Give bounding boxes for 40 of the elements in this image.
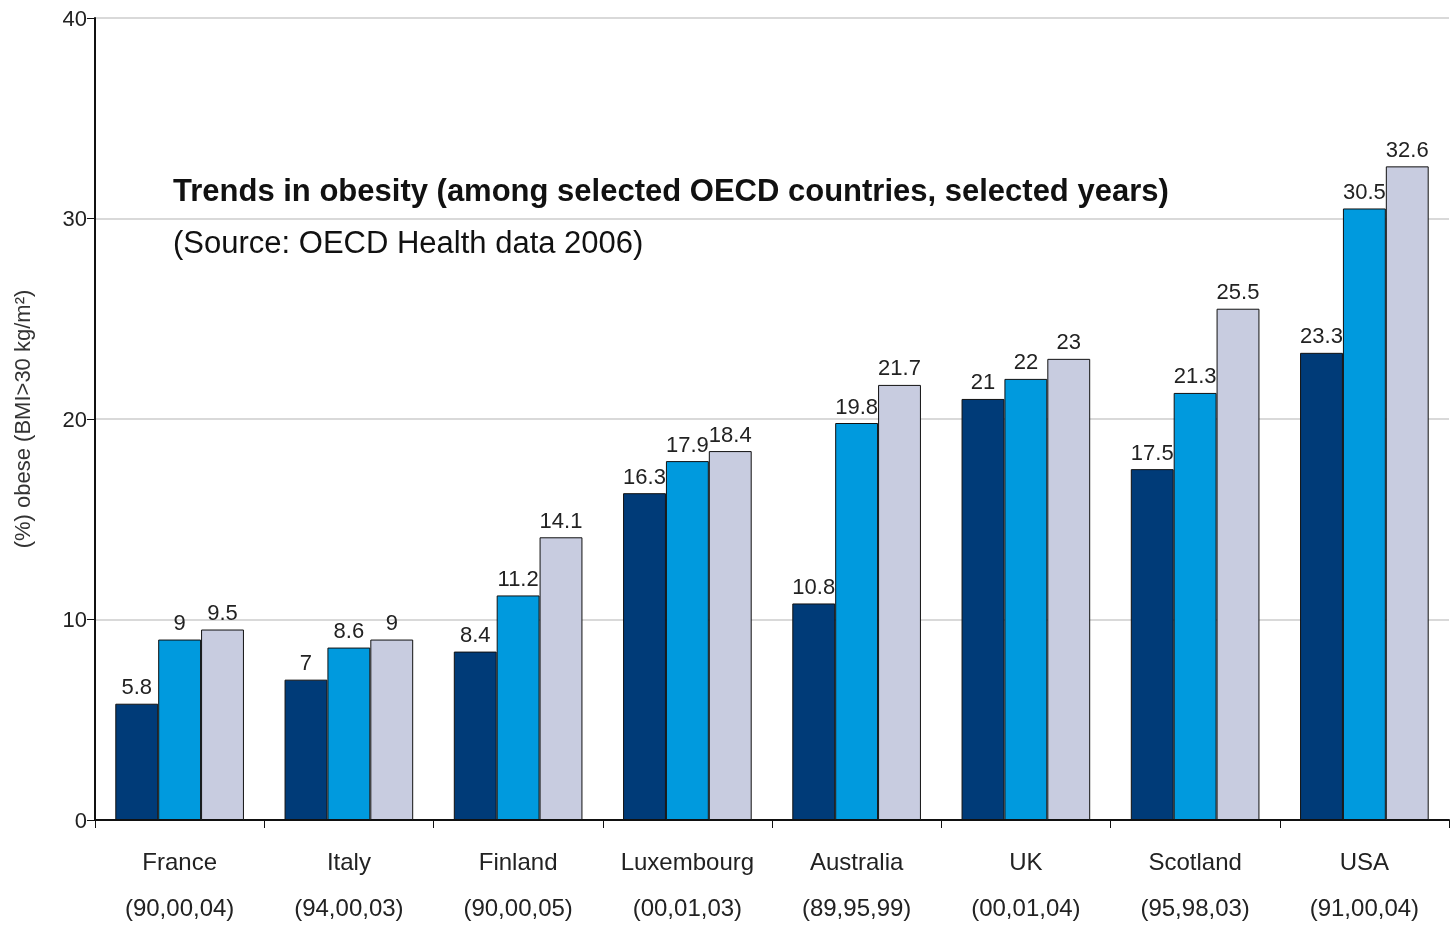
data-label: 16.3 (623, 463, 666, 489)
data-label: 18.4 (708, 421, 752, 447)
data-label: 9 (385, 610, 398, 636)
data-label: 30.5 (1342, 178, 1386, 204)
data-label: 21 (970, 369, 996, 395)
y-axis-title: (%) obese (BMI>30 kg/m²) (9, 289, 35, 549)
data-label: 23 (1056, 329, 1081, 355)
data-label: 32.6 (1385, 136, 1429, 162)
data-label: 25.5 (1216, 279, 1260, 305)
y-tick-label: 40 (62, 5, 87, 31)
data-label: 9.5 (207, 600, 238, 626)
data-label: 11.2 (497, 565, 539, 591)
data-label: 8.4 (459, 622, 491, 648)
data-label: 17.9 (665, 431, 709, 457)
data-label: 22 (1013, 349, 1039, 375)
data-label: 7 (299, 650, 313, 676)
x-tick-label: Luxembourg (00,01,03) (620, 847, 755, 921)
data-label: 17.5 (1130, 439, 1174, 465)
x-tick-label: Finland (90,00,05) (463, 847, 573, 921)
text: Trends in obesity (among selected OECD countries, selected years) (173, 173, 1169, 208)
data-label: 5.8 (121, 674, 153, 700)
data-label: 8.6 (333, 618, 365, 644)
x-tick-label: France (90,00,04) (124, 847, 235, 921)
data-label: 21.7 (878, 355, 921, 381)
data-label: 21.3 (1173, 363, 1217, 389)
x-tick-label: USA (91,00,04) (1309, 847, 1420, 921)
x-tick-label: Italy (94,00,03) (294, 847, 404, 921)
data-label: 14.1 (539, 507, 583, 533)
y-tick-label: 30 (62, 206, 87, 231)
x-tick-label: UK (00,01,04) (971, 847, 1081, 921)
x-tick-label: Australia (89,95,99) (801, 847, 912, 921)
x-tick-label: Scotland (95,98,03) (1140, 847, 1250, 921)
data-label: 23.3 (1300, 323, 1343, 349)
y-tick-label: 20 (62, 406, 87, 432)
data-label: 19.8 (835, 393, 879, 419)
text: (Source: OECD Health data 2006) (173, 225, 644, 260)
data-label: 9 (173, 610, 186, 636)
data-label: 10.8 (792, 573, 836, 599)
y-tick-label: 0 (74, 807, 87, 833)
y-tick-label: 10 (62, 607, 87, 632)
